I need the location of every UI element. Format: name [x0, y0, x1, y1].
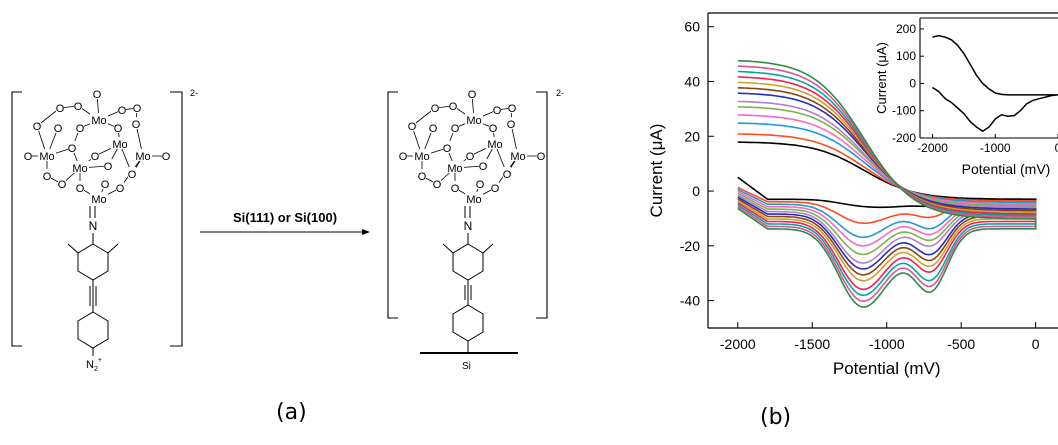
oxygen-atom: O — [43, 171, 52, 183]
oxygen-atom: O — [429, 123, 438, 135]
inset-y-tick-label: 200 — [896, 22, 916, 36]
molybdenum-atom: Mo — [72, 163, 87, 175]
panel-a-caption: (a) — [276, 400, 307, 425]
right-bracket-close — [536, 92, 547, 318]
reaction-arrowhead — [362, 229, 370, 235]
oxygen-atom: O — [104, 161, 113, 173]
oxygen-atom: O — [101, 179, 110, 191]
oxygen-atom: O — [408, 121, 417, 133]
left-bracket-open — [12, 92, 22, 346]
oxygen-atom: O — [443, 143, 452, 155]
main-x-tick-label: -2000 — [720, 336, 756, 352]
oxygen-atom: O — [162, 151, 171, 163]
left-charge-label: 2- — [190, 88, 198, 98]
molybdenum-atom: Mo — [91, 194, 106, 206]
molybdenum-atom: Mo — [466, 194, 481, 206]
molybdenum-atom: Mo — [414, 151, 429, 163]
oxygen-atom: O — [76, 183, 85, 195]
imido-linker-left: N N2+ — [68, 206, 118, 373]
main-y-tick-label: 40 — [684, 73, 700, 89]
main-y-tick-label: -40 — [680, 293, 700, 309]
oxygen-atom: O — [451, 123, 460, 135]
molybdenum-atom: Mo — [487, 139, 502, 151]
molybdenum-atom: Mo — [39, 151, 54, 163]
oxygen-atom: O — [489, 123, 498, 135]
inset-y-tick-label: 100 — [896, 49, 916, 63]
oxygen-atom: O — [418, 171, 427, 183]
main-x-tick-label: -1500 — [794, 336, 830, 352]
main-y-tick-label: 60 — [684, 19, 700, 35]
molybdenum-atom: Mo — [112, 139, 127, 151]
oxygen-atom: O — [91, 151, 100, 163]
main-x-tick-label: -1000 — [869, 336, 905, 352]
oxygen-atom: O — [466, 151, 475, 163]
oxygen-atom: O — [116, 183, 125, 195]
main-x-tick-label: -500 — [947, 336, 975, 352]
molybdenum-atom: Mo — [447, 163, 462, 175]
oxygen-atom: O — [24, 151, 33, 163]
oxygen-atom: O — [114, 123, 123, 135]
panel-b-caption: (b) — [760, 405, 791, 430]
oxygen-atom: O — [54, 123, 63, 135]
oxygen-atom: O — [476, 179, 485, 191]
right-bracket-open — [388, 92, 398, 318]
oxygen-atom: O — [128, 169, 137, 181]
oxygen-atom: O — [508, 103, 517, 115]
oxygen-atom: O — [449, 101, 458, 113]
oxygen-atom: O — [118, 105, 127, 117]
reaction-condition-label: Si(111) or Si(100) — [233, 210, 337, 225]
oxygen-atom: O — [431, 103, 440, 115]
molybdenum-atom: Mo — [135, 151, 150, 163]
main-y-tick-label: 20 — [684, 128, 700, 144]
inset-y-tick-label: -100 — [892, 104, 916, 118]
main-y-tick-label: -20 — [680, 238, 700, 254]
oxygen-atom: O — [503, 169, 512, 181]
oxygen-atom: O — [68, 143, 77, 155]
inset-x-tick-label: 0 — [1055, 141, 1058, 155]
main-x-tick-label: 0 — [1032, 336, 1040, 352]
oxygen-atom: O — [399, 151, 408, 163]
left-bracket-close — [170, 92, 182, 346]
inset-x-tick-label: -2000 — [917, 141, 948, 155]
inset-x-axis-label: Potential (mV) — [962, 161, 1051, 177]
oxygen-atom: O — [451, 183, 460, 195]
imido-linker-right: N Si — [420, 206, 518, 372]
main-x-axis-label: Potential (mV) — [833, 359, 941, 378]
oxygen-atom: O — [468, 89, 477, 101]
oxygen-atom: O — [491, 183, 500, 195]
oxygen-atom: O — [493, 105, 502, 117]
oxygen-atom: O — [132, 119, 141, 131]
oxygen-atom: O — [433, 179, 442, 191]
oxygen-atom: O — [537, 151, 546, 163]
right-charge-label: 2- — [556, 88, 564, 98]
inset-y-tick-label: 0 — [909, 76, 916, 90]
diazonium-label: N2+ — [86, 357, 102, 373]
silicon-surface-label: Si — [462, 361, 471, 372]
oxygen-atom: O — [479, 161, 488, 173]
oxygen-atom: O — [93, 89, 102, 101]
imido-nitrogen-left: N — [89, 219, 98, 233]
oxygen-atom: O — [56, 103, 65, 115]
inset-y-axis-label: Current (μA) — [874, 42, 889, 114]
main-y-tick-label: 0 — [692, 183, 700, 199]
oxygen-atom: O — [33, 121, 42, 133]
oxygen-atom: O — [58, 179, 67, 191]
oxygen-atom: O — [76, 123, 85, 135]
molybdenum-atom: Mo — [466, 115, 481, 127]
molybdenum-atom: Mo — [510, 151, 525, 163]
inset-y-tick-label: -200 — [892, 131, 916, 145]
oxygen-atom: O — [74, 101, 83, 113]
molybdenum-atom: Mo — [91, 115, 106, 127]
oxygen-atom: O — [507, 119, 516, 131]
imido-nitrogen-right: N — [464, 219, 473, 233]
oxygen-atom: O — [133, 103, 142, 115]
main-y-axis-label: Current (μA) — [647, 124, 666, 218]
inset-x-tick-label: -1000 — [980, 141, 1011, 155]
